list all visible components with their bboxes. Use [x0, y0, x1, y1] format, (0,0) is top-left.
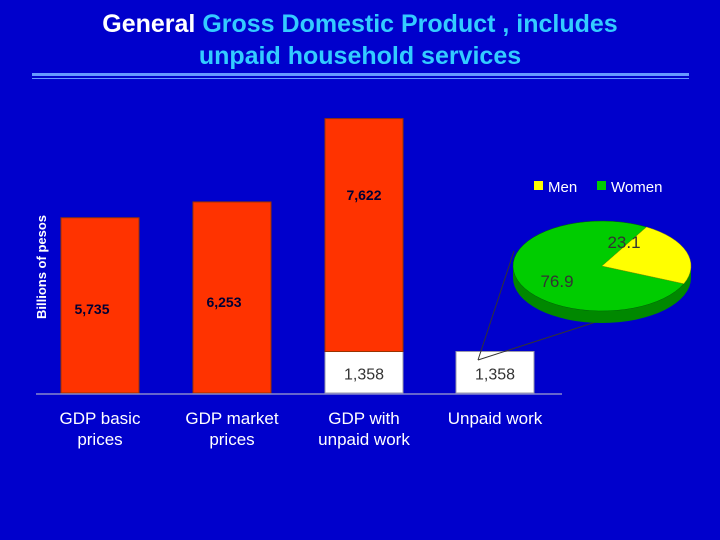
category-label: prices	[209, 430, 254, 449]
bar-base-label: 1,358	[344, 366, 384, 383]
bar-value-label: 7,622	[346, 187, 381, 203]
pie-slice-women	[512, 220, 685, 312]
title-line-2: unpaid household services	[198, 42, 522, 70]
bar-base-segment	[455, 351, 535, 394]
bar-segment	[324, 118, 404, 353]
category-label: GDP with	[328, 409, 400, 428]
pie-label-women: 76.9	[540, 272, 573, 291]
bar-base-segment	[324, 351, 404, 394]
category-label: Unpaid work	[448, 409, 543, 428]
title-divider-thin	[32, 78, 689, 79]
bar-base-label: 1,358	[475, 366, 515, 383]
connector-line	[477, 319, 603, 361]
category-label: prices	[77, 430, 122, 449]
title-general: General	[102, 10, 196, 38]
pie-slice-men	[601, 226, 692, 284]
bar-value-label: 6,253	[206, 294, 241, 310]
title-gdp: Gross Domestic Product , includes	[202, 10, 618, 38]
legend-label-women: Women	[611, 179, 662, 196]
title-line-1: General Gross Domestic Product , include…	[0, 8, 720, 40]
bar-value-label: 5,735	[74, 301, 109, 317]
y-axis-label: Billions of pesos	[34, 215, 49, 319]
pie-label-men: 23.1	[607, 233, 640, 252]
legend-swatch-women	[597, 181, 606, 190]
pie-side-women	[513, 266, 691, 323]
category-label: unpaid work	[318, 430, 410, 449]
category-label: GDP basic	[60, 409, 141, 428]
legend-label-men: Men	[548, 179, 577, 196]
chart-title: General Gross Domestic Product , include…	[0, 8, 720, 72]
bar-segment	[192, 201, 272, 394]
title-divider	[32, 73, 689, 76]
connector-line	[477, 250, 515, 361]
category-label: GDP market	[185, 409, 278, 428]
legend-swatch-men	[534, 181, 543, 190]
bar-segment	[60, 217, 140, 394]
